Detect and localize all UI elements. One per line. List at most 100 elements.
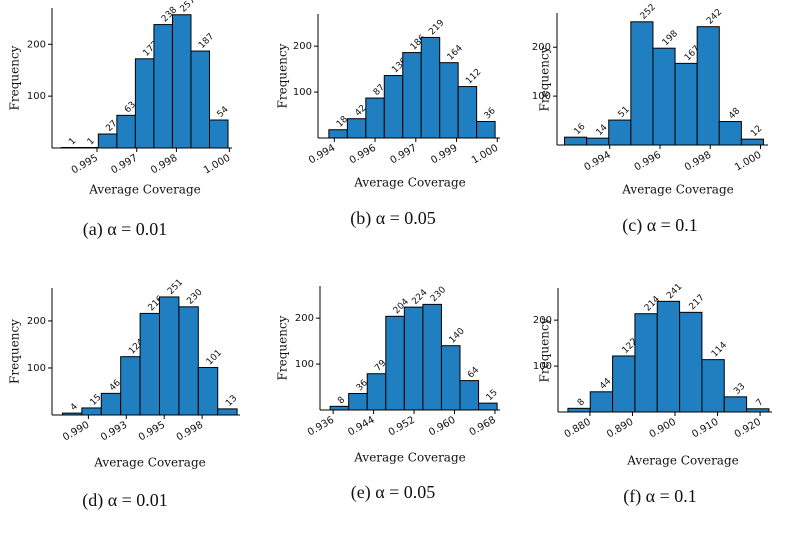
bar [139, 312, 160, 416]
x-tick-label: 0.994 [307, 143, 337, 167]
bar [564, 136, 588, 146]
x-tick-label: 0.996 [348, 143, 378, 167]
y-tick-label: 100 [532, 91, 551, 102]
x-tick-label: 0.944 [346, 415, 376, 439]
x-tick-label: 0.998 [149, 153, 179, 177]
bar [366, 373, 387, 411]
data-label: 112 [464, 67, 483, 86]
bar [674, 62, 698, 146]
caption: (e) α = 0.05 [351, 482, 436, 503]
caption: (c) α = 0.1 [622, 215, 698, 236]
data-label: 64 [466, 365, 481, 380]
bar [402, 52, 422, 139]
x-tick-label: 0.968 [468, 415, 498, 439]
y-axis-label: Frequency [8, 45, 22, 110]
bar [608, 119, 632, 146]
bar [383, 75, 404, 139]
bar [723, 396, 748, 413]
x-tick-label: 0.995 [70, 153, 100, 177]
data-label: 1 [67, 136, 78, 147]
data-label: 257 [179, 0, 198, 15]
data-label: 44 [598, 376, 613, 391]
data-label: 252 [639, 2, 658, 21]
x-tick-label: 0.900 [648, 417, 678, 441]
bar [718, 121, 742, 146]
bar [459, 380, 480, 411]
data-label: 36 [483, 106, 498, 121]
y-tick-label: 100 [295, 359, 314, 370]
bar [100, 392, 122, 416]
caption: (f) α = 0.1 [623, 486, 697, 507]
x-tick-label: 0.910 [690, 417, 720, 441]
data-label: 1 [86, 136, 97, 147]
bar [197, 366, 219, 416]
data-label: 140 [448, 326, 467, 345]
x-axis-label: Average Coverage [93, 456, 206, 470]
data-label: 12 [749, 124, 764, 139]
bar [439, 62, 459, 139]
data-label: 101 [205, 348, 224, 367]
x-tick-label: 0.993 [99, 420, 129, 444]
y-tick-label: 200 [533, 315, 552, 326]
data-label: 251 [166, 278, 185, 297]
bar [586, 137, 610, 146]
data-label: 7 [755, 398, 766, 409]
bar [567, 407, 591, 413]
data-label: 164 [446, 43, 465, 62]
data-label: 242 [705, 7, 724, 26]
x-tick-label: 1.000 [202, 153, 232, 177]
data-label: 8 [576, 397, 587, 408]
x-tick-label: 0.952 [387, 415, 417, 439]
y-axis-label: Frequency [8, 319, 22, 384]
x-axis-label: Average Coverage [88, 183, 201, 197]
y-tick-label: 100 [27, 91, 46, 102]
bar [696, 26, 720, 146]
bar [634, 313, 658, 413]
y-axis-label: Frequency [538, 317, 552, 382]
bar [420, 36, 441, 139]
bar [630, 21, 654, 146]
caption: (b) α = 0.05 [350, 208, 436, 229]
bar [171, 14, 192, 149]
x-tick-label: 0.890 [605, 417, 635, 441]
x-tick-label: 0.997 [109, 153, 139, 177]
y-tick-label: 200 [295, 313, 314, 324]
bar [701, 359, 725, 413]
x-tick-label: 0.920 [733, 417, 763, 441]
bar [612, 355, 636, 413]
x-tick-label: 0.998 [683, 150, 713, 174]
data-label: 198 [661, 29, 680, 48]
x-tick-label: 0.999 [429, 143, 459, 167]
bar [476, 120, 496, 139]
y-tick-label: 200 [532, 42, 551, 53]
x-tick-label: 1.000 [733, 150, 763, 174]
data-label: 217 [688, 293, 707, 312]
data-label: 16 [572, 122, 587, 137]
bar [457, 86, 478, 139]
bar [346, 118, 367, 139]
y-tick-label: 200 [293, 41, 312, 52]
data-label: 15 [485, 388, 500, 403]
bar [178, 306, 199, 416]
x-tick-label: 0.995 [137, 420, 167, 444]
bar [348, 392, 368, 411]
bar [679, 311, 703, 413]
data-label: 33 [732, 382, 747, 397]
y-tick-label: 100 [293, 87, 312, 98]
data-label: 219 [427, 18, 446, 37]
x-tick-label: 0.998 [175, 420, 205, 444]
data-label: 54 [216, 105, 231, 120]
y-tick-label: 100 [533, 361, 552, 372]
bar [656, 300, 681, 413]
data-label: 8 [336, 395, 347, 406]
y-tick-label: 200 [27, 39, 46, 50]
bar [740, 138, 764, 146]
x-tick-label: 0.997 [388, 143, 418, 167]
